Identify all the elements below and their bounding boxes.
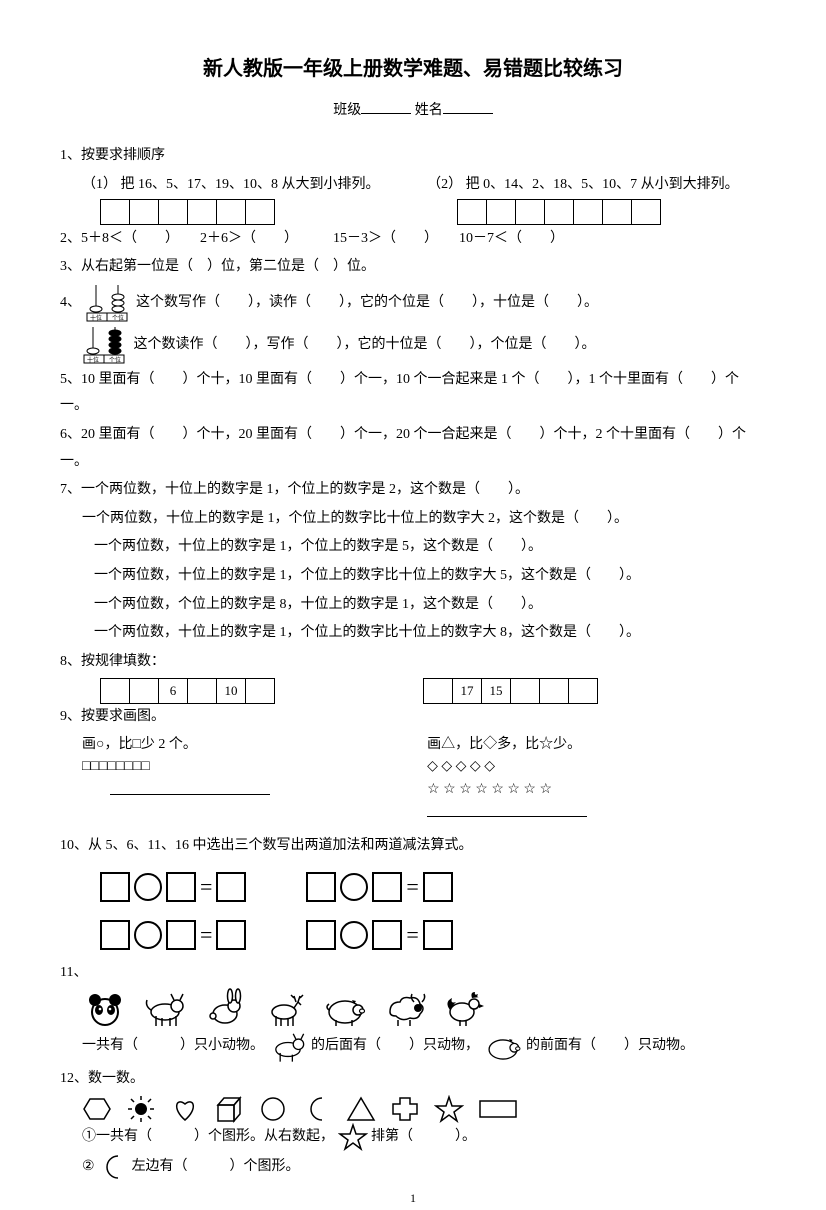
q9-left2: □□□□□□□□ [82, 756, 399, 778]
q7-l4: 一个两位数，十位上的数字是 1，个位上的数字比十位上的数字大 5，这个数是（ ）… [60, 563, 766, 590]
dog-icon [268, 1028, 308, 1064]
q12-l1: ①一共有（ ）个图形。从右数起， 排第（ ）。 [60, 1123, 766, 1151]
rectangle-icon [478, 1095, 518, 1123]
class-label: 班级 [333, 103, 361, 118]
q11-num: 11、 [60, 960, 766, 987]
title: 新人教版一年级上册数学难题、易错题比较练习 [60, 50, 766, 88]
q12-l2a: ② [82, 1159, 95, 1174]
q4-num: 4、 [60, 295, 81, 310]
q7-l3: 一个两位数，十位上的数字是 1，个位上的数字是 5，这个数是（ ）。 [60, 534, 766, 561]
q3: 3、从右起第一位是（ ）位，第二位是（ ）位。 [60, 254, 766, 281]
svg-text:十位: 十位 [87, 356, 99, 364]
q9-right3: ☆ ☆ ☆ ☆ ☆ ☆ ☆ ☆ [427, 779, 766, 801]
subtitle: 班级 姓名 [60, 98, 766, 125]
rabbit-icon [202, 988, 248, 1028]
q8-row2[interactable]: 1715 [423, 678, 598, 704]
q9-right2: ◇ ◇ ◇ ◇ ◇ [427, 756, 766, 778]
abacus-icon-2: 十位 个位 [82, 325, 126, 365]
q7-h: 7、一个两位数，十位上的数字是 1，个位上的数字是 2，这个数是（ ）。 [60, 477, 766, 504]
dog-icon [142, 988, 188, 1028]
q10-row1: = = [100, 866, 766, 908]
hexagon-icon [82, 1095, 112, 1123]
q9-right-line[interactable] [427, 805, 587, 817]
q1-heading: 1、按要求排顺序 [60, 143, 766, 170]
star-icon [338, 1123, 368, 1151]
q6: 6、20 里面有（ ）个十，20 里面有（ ）个一，20 个一合起来是（ ）个十… [60, 422, 766, 475]
q9-right1: 画△，比◇多，比☆少。 [427, 734, 766, 756]
sun-icon [126, 1095, 156, 1123]
q12-l1a: ①一共有（ ）个图形。从右数起， [82, 1129, 334, 1144]
q5: 5、10 里面有（ ）个十，10 里面有（ ）个一，10 个一合起来是 1 个（… [60, 367, 766, 420]
sheep-icon [382, 988, 428, 1028]
q12-l1b: 排第（ ）。 [371, 1129, 476, 1144]
heart-icon [170, 1095, 200, 1123]
q8-h: 8、按规律填数： [60, 649, 766, 676]
q4b-text: 这个数读作（ ），写作（ ），它的十位是（ ），个位是（ ）。 [134, 337, 596, 352]
triangle-icon [346, 1095, 376, 1123]
name-blank[interactable] [443, 100, 493, 114]
q9-left1: 画○，比□少 2 个。 [82, 734, 399, 756]
svg-text:十位: 十位 [89, 314, 101, 322]
cube-icon [214, 1095, 244, 1123]
pig-icon [483, 1028, 523, 1064]
equation[interactable]: = [306, 866, 452, 908]
q12-h: 12、数一数。 [60, 1066, 766, 1093]
q12-l2b: 左边有（ ）个图形。 [132, 1159, 300, 1174]
q11-line: 一共有（ ）只小动物。 的后面有（ ）只动物， 的前面有（ ）只动物。 [60, 1028, 766, 1064]
abacus-icon-1: 十位 个位 [85, 283, 129, 323]
q9-h: 9、按要求画图。 [60, 704, 766, 731]
q1-sub2: （2） 把 0、14、2、18、5、10、7 从小到大排列。 [427, 172, 766, 199]
q11-1c: 的前面有（ ）只动物。 [526, 1038, 694, 1053]
pig-icon [322, 988, 368, 1028]
equation[interactable]: = [100, 914, 246, 956]
q12-l2: ② 左边有（ ）个图形。 [60, 1153, 766, 1181]
equation[interactable]: = [100, 866, 246, 908]
moon-icon [302, 1095, 332, 1123]
q12-shaperow [82, 1095, 766, 1123]
q7-l2: 一个两位数，十位上的数字是 1，个位上的数字比十位上的数字大 2，这个数是（ ）… [60, 506, 766, 533]
q7-l5: 一个两位数，个位上的数字是 8，十位上的数字是 1，这个数是（ ）。 [60, 592, 766, 619]
q2: 2、5＋8＜（ ） 2＋6＞（ ） 15－3＞（ ） 10－7＜（ ） [60, 226, 766, 253]
circle-icon [258, 1095, 288, 1123]
equation[interactable]: = [306, 914, 452, 956]
cross-icon [390, 1095, 420, 1123]
q1-sub1: （1） 把 16、5、17、19、10、8 从大到小排列。 [60, 172, 399, 199]
q7-l6: 一个两位数，十位上的数字是 1，个位上的数字比十位上的数字大 8，这个数是（ ）… [60, 620, 766, 647]
q9-left-line[interactable] [110, 783, 270, 795]
svg-text:个位: 个位 [109, 356, 121, 364]
moon-icon [98, 1153, 128, 1181]
q8-row1[interactable]: 610 [100, 678, 275, 704]
deer-icon [262, 988, 308, 1028]
q11-animals [82, 988, 766, 1028]
name-label: 姓名 [415, 103, 443, 118]
svg-text:个位: 个位 [111, 314, 123, 322]
q11-1b: 的后面有（ ）只动物， [311, 1038, 479, 1053]
q4a-line: 4、 十位 个位 这个数写作（ ），读作（ ），它的个位是（ ），十位是（ ）。 [60, 283, 766, 323]
q11-1a: 一共有（ ）只小动物。 [82, 1038, 264, 1053]
page-number: 1 [60, 1187, 766, 1210]
q4b-line: 十位 个位 这个数读作（ ），写作（ ），它的十位是（ ），个位是（ ）。 [60, 325, 766, 365]
q10-row2: = = [100, 914, 766, 956]
rooster-icon [442, 988, 488, 1028]
q1-boxrow-2[interactable] [457, 199, 661, 225]
panda-icon [82, 988, 128, 1028]
q10: 10、从 5、6、11、16 中选出三个数写出两道加法和两道减法算式。 [60, 833, 766, 860]
class-blank[interactable] [361, 100, 411, 114]
star-icon [434, 1095, 464, 1123]
q4a-text: 这个数写作（ ），读作（ ），它的个位是（ ），十位是（ ）。 [136, 295, 598, 310]
q1-boxrow-1[interactable] [100, 199, 275, 225]
